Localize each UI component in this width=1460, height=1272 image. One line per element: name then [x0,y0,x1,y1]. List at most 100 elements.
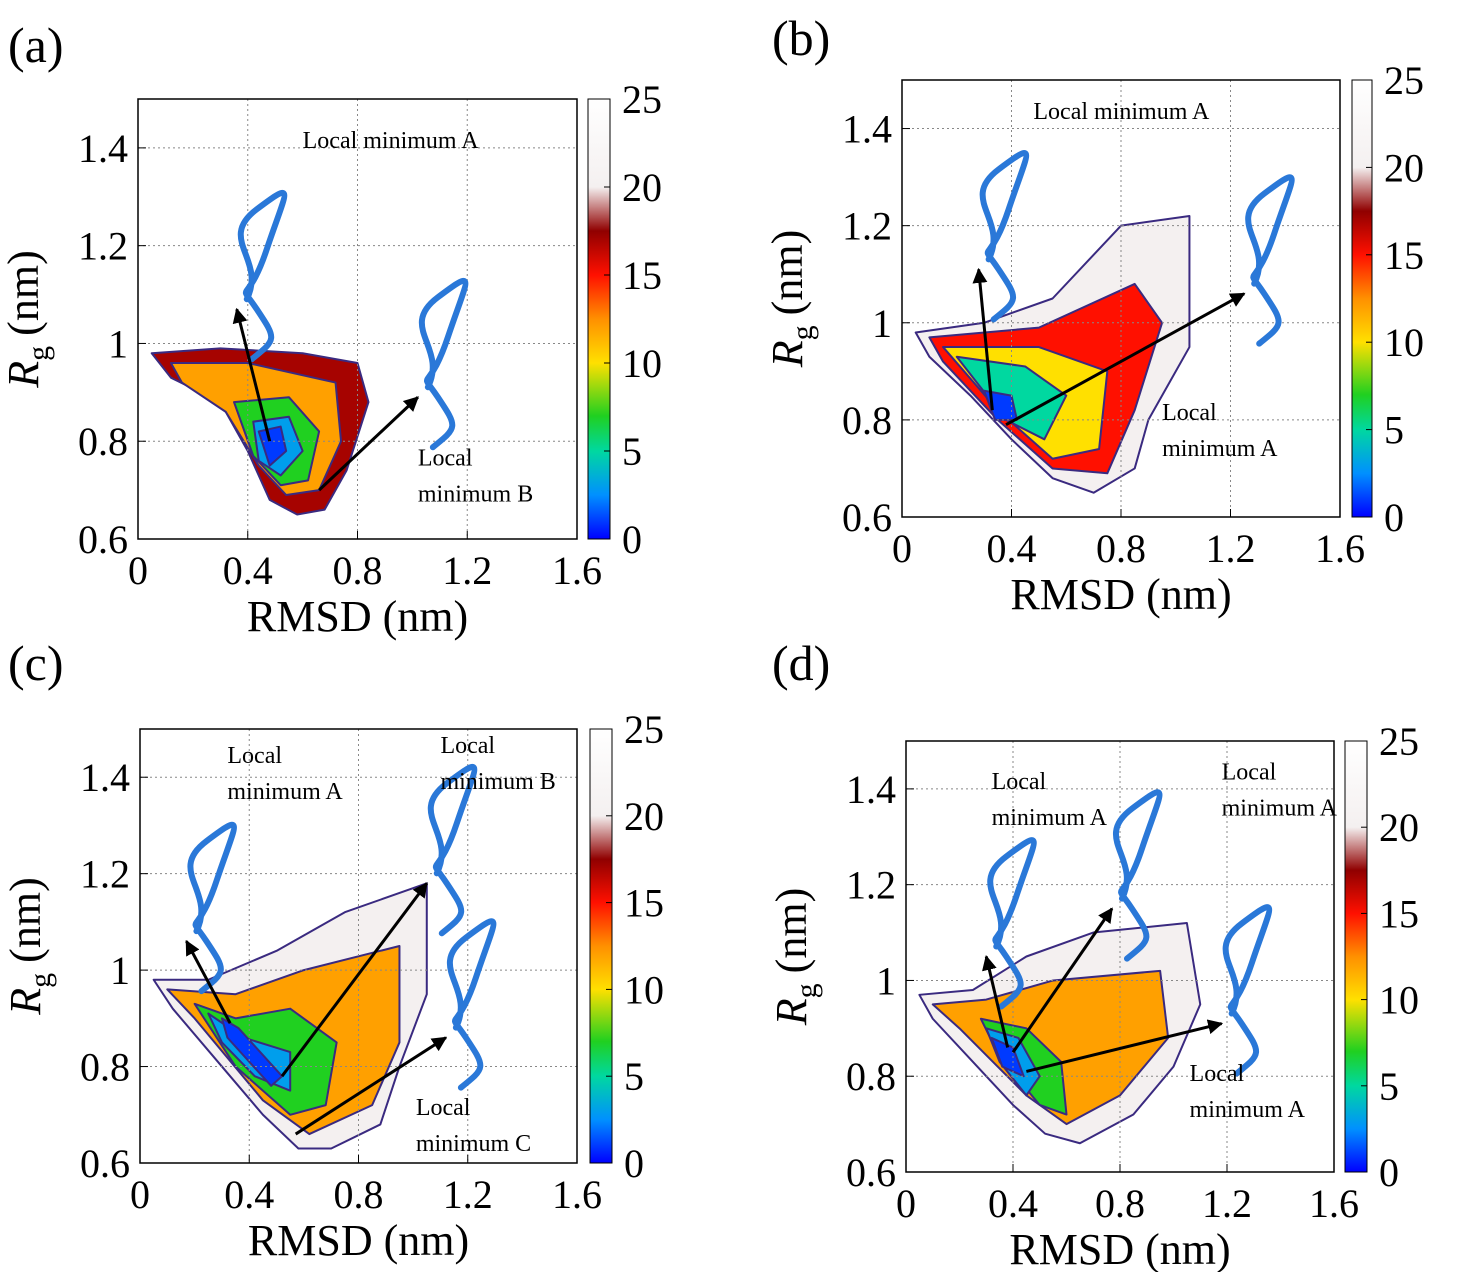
y-tick-label: 1 [872,301,892,346]
annotation-line: Local [1222,759,1277,785]
x-tick-label: 1.6 [552,1172,602,1217]
colorbar-tick-label: 15 [624,881,664,926]
annotation-arrow [982,955,1010,1048]
colorbar-tick-label: 20 [624,794,664,839]
y-label-unit: (nm) [767,888,816,974]
x-tick-label: 0.4 [987,526,1037,571]
colorbar-tick-label: 0 [624,1141,644,1186]
colorbar-tick-label: 10 [1384,320,1424,365]
y-label-subscript: g [786,325,819,340]
x-tick-label: 0.8 [1095,1181,1145,1226]
y-tick-label: 1.4 [842,107,892,152]
annotation: Local minimum A [1033,99,1210,125]
annotation-line: Local [992,769,1047,795]
x-axis-label: RMSD (nm) [1010,570,1231,619]
annotation-line: Local minimum A [1033,99,1210,125]
colorbar [1344,740,1368,1173]
x-tick-label: 0.4 [224,1172,274,1217]
colorbar-tick-label: 20 [622,165,662,210]
y-label-symbol: R [0,361,48,389]
y-tick-label: 0.8 [78,419,128,464]
x-tick-label: 0.8 [333,548,383,593]
panel-label: (a) [8,17,64,73]
x-tick-label: 0 [896,1181,916,1226]
protein-cartoon [446,918,497,1091]
annotation-arrow [280,882,428,1078]
y-axis-label: Rg (nm) [0,250,55,388]
y-label-subscript: g [790,983,823,998]
y-tick-label: 1.4 [78,126,128,171]
x-tick-label: 0 [130,1172,150,1217]
x-tick-label: 0.8 [334,1172,384,1217]
colorbar-tick-label: 5 [622,429,642,474]
annotation-line: Local [1190,1061,1245,1087]
annotation-line: minimum A [1162,436,1278,462]
y-tick-label: 1.4 [80,755,130,800]
y-axis-label: Rg (nm) [1,877,57,1015]
annotation-line: Local [416,1095,471,1121]
annotation-arrow [972,267,994,411]
x-tick-label: 0.4 [988,1181,1038,1226]
x-tick-label: 1.2 [443,1172,493,1217]
annotation: Local minimum A [1162,400,1278,462]
colorbar-tick-label: 0 [1384,495,1404,540]
y-tick-label: 0.6 [846,1150,896,1195]
y-tick-label: 1.4 [846,767,896,812]
y-tick-label: 1.2 [846,863,896,908]
annotation: Local minimum B [418,446,533,508]
annotation-line: minimum A [1190,1097,1306,1123]
x-tick-label: 1.2 [1202,1181,1252,1226]
x-tick-label: 1.6 [1309,1181,1359,1226]
colorbar-tick-label: 0 [1379,1150,1399,1195]
colorbar-tick-label: 25 [1384,58,1424,103]
colorbar-tick-label: 25 [622,77,662,122]
colorbar-tick-label: 20 [1379,805,1419,850]
colorbar-tick-label: 15 [1379,891,1419,936]
annotation-line: Local [1162,400,1217,426]
colorbar-tick-label: 15 [1384,233,1424,278]
annotation-line: minimum A [1222,795,1338,821]
annotation-line: minimum C [416,1131,531,1157]
annotation: Local minimum A [1190,1061,1306,1123]
y-tick-label: 0.8 [842,398,892,443]
y-tick-label: 0.8 [846,1054,896,1099]
annotation-line: minimum B [440,769,555,795]
annotation-line: Local [440,733,495,759]
y-label-unit: (nm) [1,877,50,963]
y-tick-label: 0.6 [842,495,892,540]
annotation-line: minimum A [227,779,343,805]
y-tick-label: 1.2 [80,852,130,897]
y-axis-label: Rg (nm) [767,888,823,1026]
protein-cartoon [187,821,237,995]
y-label-unit: (nm) [0,250,48,336]
colorbar-tick-label: 10 [622,341,662,386]
y-tick-label: 1 [876,958,896,1003]
y-tick-label: 0.6 [78,517,128,562]
panel-label: (b) [772,10,830,66]
protein-cartoon [427,764,478,937]
y-label-subscript: g [24,973,57,988]
colorbar [1351,79,1373,518]
annotation: Local minimum B [440,733,555,795]
annotation-arrow [294,1036,448,1136]
annotation: Local minimum A [1222,759,1338,821]
annotation: Local minimum A [303,128,480,154]
protein-cartoon [1222,904,1273,1077]
protein-cartoon [1245,174,1295,347]
annotation-arrow [1011,907,1114,1054]
colorbar-tick-label: 25 [1379,719,1419,764]
y-tick-label: 1 [110,948,130,993]
colorbar-tick-label: 10 [1379,978,1419,1023]
annotation-arrow [232,307,272,442]
x-tick-label: 1.2 [1206,526,1256,571]
annotation-line: Local [227,743,282,769]
energy-contour [257,425,288,467]
plot-frame [137,98,578,540]
protein-cartoon [979,150,1030,323]
x-tick-label: 1.6 [1315,526,1365,571]
x-tick-label: 1.2 [442,548,492,593]
annotation-line: Local [418,446,473,472]
colorbar-tick-label: 0 [622,517,642,562]
x-tick-label: 0 [128,548,148,593]
